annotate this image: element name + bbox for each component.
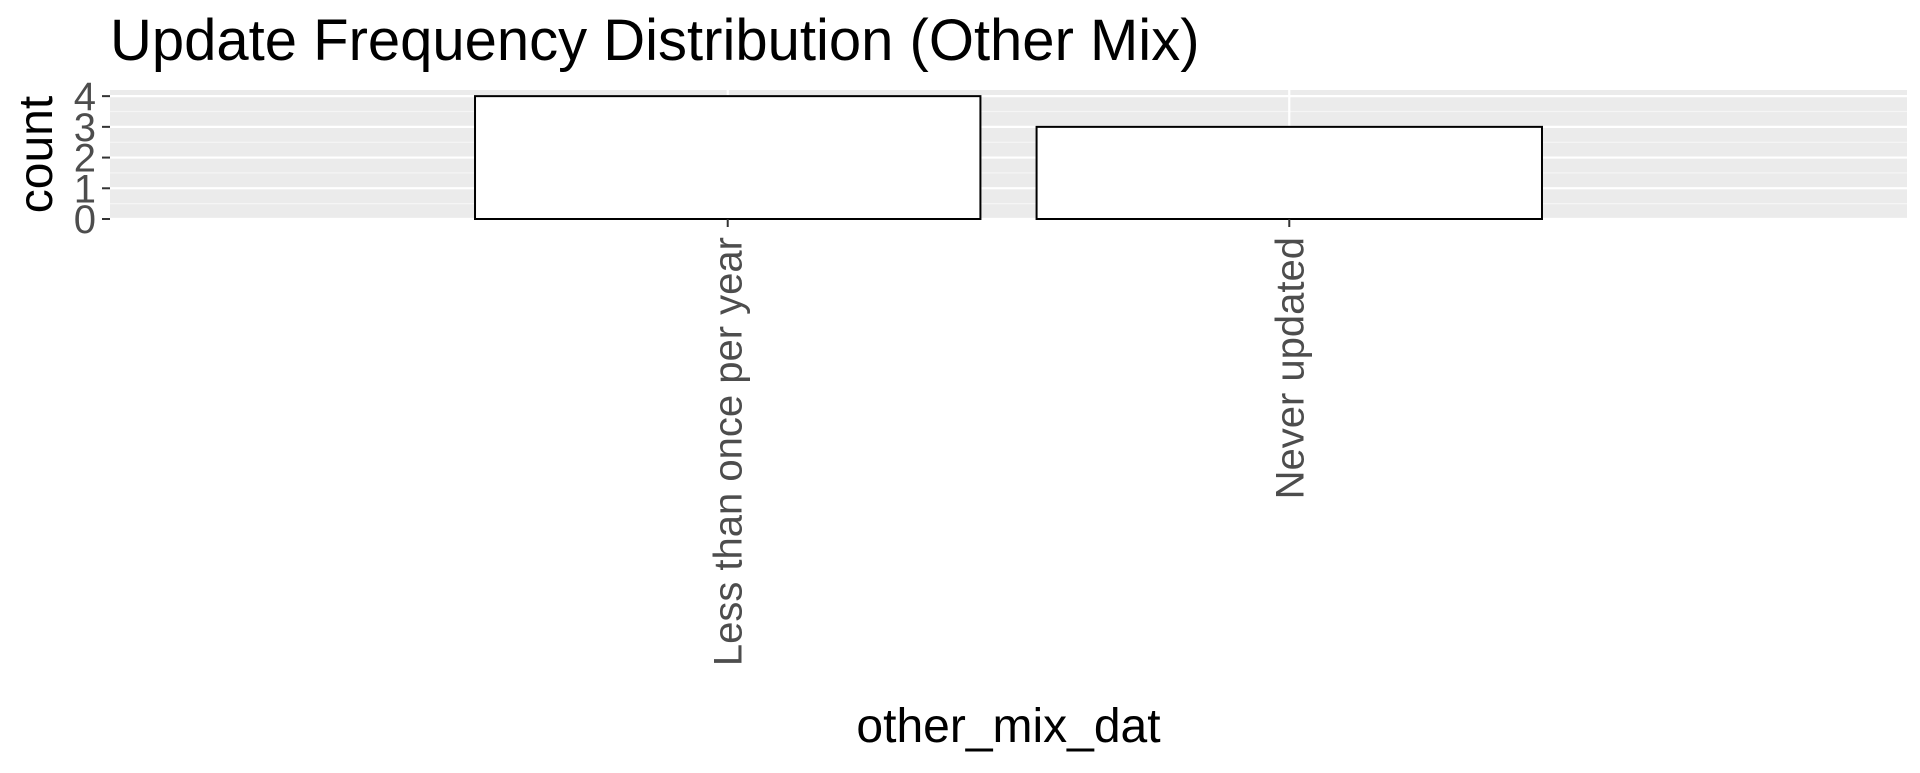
bars <box>474 95 1543 220</box>
y-tick-label: 3 <box>74 106 96 150</box>
bar <box>1035 125 1543 220</box>
grid-lines <box>110 90 1907 221</box>
y-tick-label: 1 <box>74 167 96 211</box>
y-tick-label: 2 <box>74 137 96 181</box>
x-tick-label: Never updated <box>1268 237 1312 499</box>
y-tick-label: 4 <box>74 75 96 119</box>
x-tick-label: Less than once per year <box>707 237 751 666</box>
chart-title: Update Frequency Distribution (Other Mix… <box>110 8 1200 73</box>
y-tick-label: 0 <box>74 198 96 242</box>
x-axis: Less than once per year Never updated <box>707 219 1312 666</box>
x-axis-title: other_mix_dat <box>856 700 1160 753</box>
bar <box>474 95 982 220</box>
y-axis-title: count <box>10 96 63 213</box>
plot-panel <box>110 90 1907 219</box>
